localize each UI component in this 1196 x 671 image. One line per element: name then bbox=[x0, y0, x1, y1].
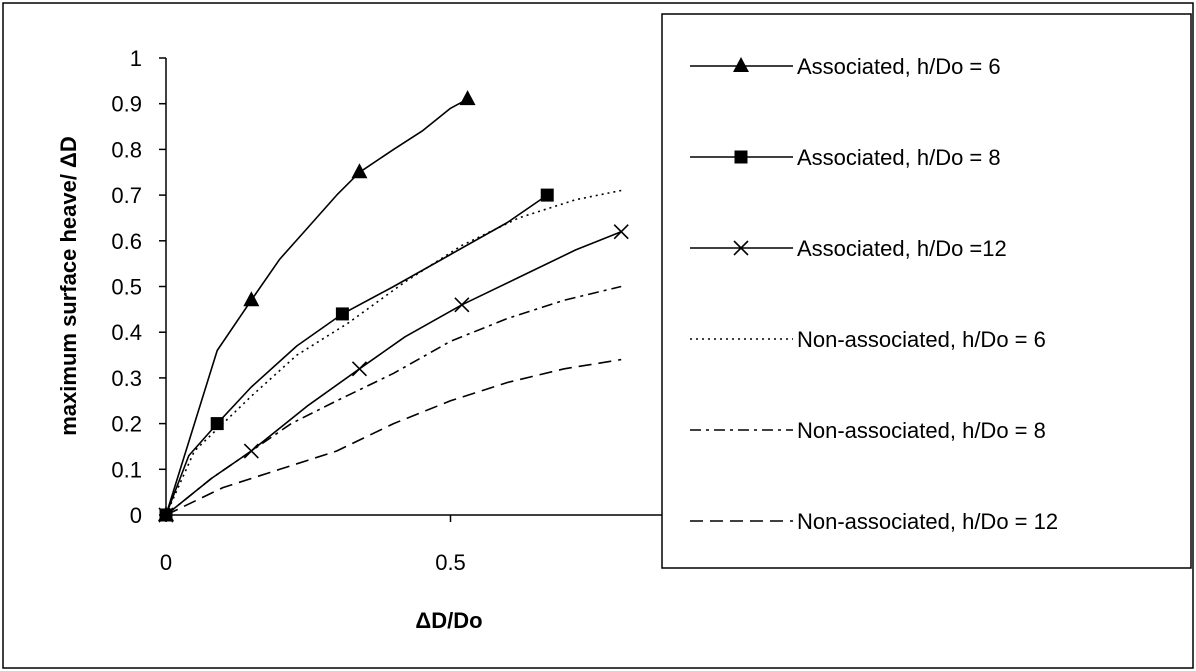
legend-marker-1 bbox=[734, 150, 748, 164]
legend-label-2: Associated, h/Do =12 bbox=[797, 236, 1007, 261]
x-tick-label-0: 0 bbox=[160, 550, 172, 575]
legend-entry-3: Non-associated, h/Do = 6 bbox=[690, 327, 1046, 352]
legend-marker-2-stroke-b bbox=[733, 240, 749, 256]
y-tick-label-10: 1 bbox=[130, 46, 142, 71]
series-1-point-2 bbox=[335, 307, 349, 321]
y-tick-label-4: 0.4 bbox=[111, 320, 142, 345]
series-3 bbox=[165, 189, 622, 516]
legend-marker-0 bbox=[733, 57, 749, 72]
y-tick-label-8: 0.8 bbox=[111, 137, 142, 162]
legend-label-3: Non-associated, h/Do = 6 bbox=[797, 327, 1046, 352]
legend-marker-2 bbox=[733, 240, 749, 256]
series-0-point-3 bbox=[459, 90, 476, 106]
legend-entries: Associated, h/Do = 6 Associated, h/Do = 8… bbox=[690, 54, 1058, 534]
y-tick-label-3: 0.3 bbox=[111, 366, 142, 391]
y-tick-label-1: 0.1 bbox=[111, 457, 142, 482]
series-0-point-1 bbox=[243, 291, 260, 307]
y-axis-title: maximum surface heave/ ΔD bbox=[56, 136, 81, 436]
x-tick-label-1: 0.5 bbox=[435, 550, 466, 575]
x-ticks: 0 0.5 bbox=[160, 515, 736, 575]
series-0-point-2 bbox=[351, 163, 368, 179]
legend-label-1: Associated, h/Do = 8 bbox=[797, 145, 1001, 170]
series-2-point-2-stroke-b bbox=[351, 361, 368, 377]
series-line-3 bbox=[165, 189, 622, 516]
y-tick-label-0: 0 bbox=[130, 503, 142, 528]
series-2-point-4 bbox=[613, 224, 629, 240]
series-line-1 bbox=[165, 194, 548, 516]
legend: Associated, h/Do = 6 Associated, h/Do = 8… bbox=[661, 13, 1192, 569]
series-line-4 bbox=[165, 285, 622, 516]
x-axis-title: ΔD/Do bbox=[415, 608, 482, 633]
series-line-5 bbox=[165, 358, 622, 516]
legend-entry-1: Associated, h/Do = 8 bbox=[690, 145, 1001, 170]
series-2-point-3 bbox=[454, 297, 470, 313]
legend-label-5: Non-associated, h/Do = 12 bbox=[797, 509, 1058, 534]
y-tick-label-2: 0.2 bbox=[111, 412, 142, 437]
y-ticks: 0 0.1 0.2 0.3 0.4 0.5 0.6 0.7 0.8 0.9 1 bbox=[111, 46, 166, 528]
legend-entry-4: Non-associated, h/Do = 8 bbox=[690, 418, 1046, 443]
series-2-point-3-stroke-b bbox=[454, 297, 470, 313]
legend-label-4: Non-associated, h/Do = 8 bbox=[797, 418, 1046, 443]
series-group bbox=[158, 90, 629, 523]
legend-entry-0: Associated, h/Do = 6 bbox=[690, 54, 1001, 79]
y-tick-label-5: 0.5 bbox=[111, 275, 142, 300]
series-2-point-2 bbox=[351, 361, 368, 377]
legend-entry-5: Non-associated, h/Do = 12 bbox=[690, 509, 1058, 534]
series-1-point-3 bbox=[540, 188, 554, 202]
series-2-point-4-stroke-b bbox=[613, 224, 629, 240]
series-line-0 bbox=[165, 98, 468, 516]
legend-label-0: Associated, h/Do = 6 bbox=[797, 54, 1001, 79]
y-tick-label-7: 0.7 bbox=[111, 183, 142, 208]
series-1-point-1 bbox=[210, 417, 224, 431]
y-tick-label-6: 0.6 bbox=[111, 229, 142, 254]
series-5 bbox=[165, 358, 622, 516]
y-tick-label-9: 0.9 bbox=[111, 92, 142, 117]
legend-box bbox=[661, 13, 1192, 569]
legend-entry-2: Associated, h/Do =12 bbox=[690, 236, 1007, 261]
series-4 bbox=[165, 285, 622, 516]
